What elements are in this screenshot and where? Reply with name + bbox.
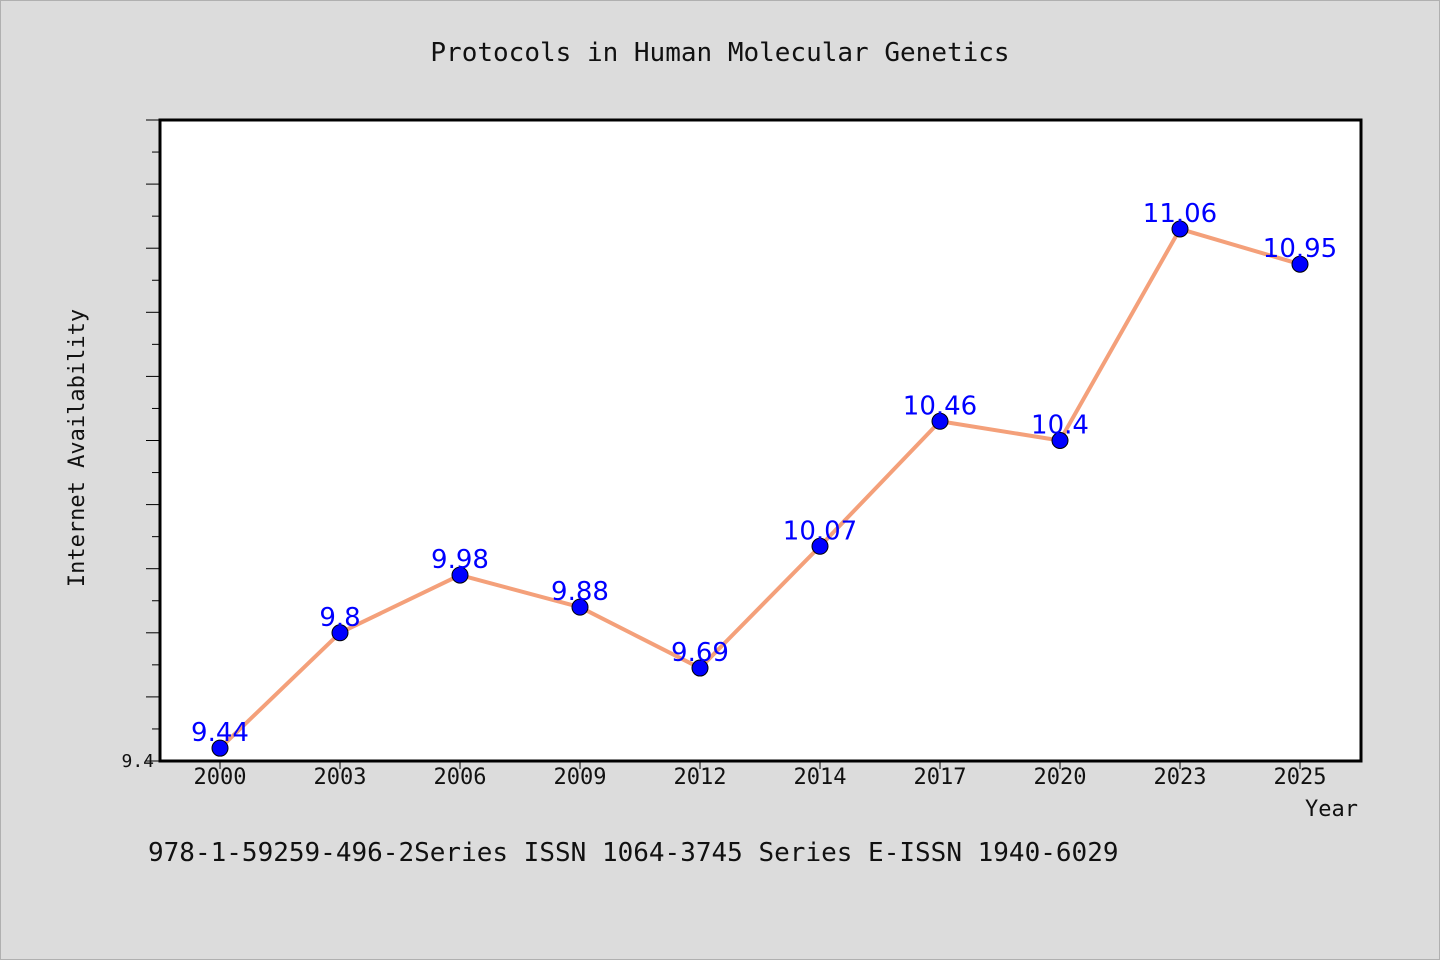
data-label: 10.07 — [783, 516, 857, 546]
data-point-marker — [1171, 220, 1189, 238]
data-point-marker — [1291, 255, 1309, 273]
x-tick-label: 2000 — [194, 765, 247, 790]
x-tick-label: 2014 — [794, 765, 847, 790]
chart-title: Protocols in Human Molecular Genetics — [430, 38, 1009, 68]
data-label: 11.06 — [1143, 199, 1217, 229]
x-tick-label: 2023 — [1154, 765, 1207, 790]
series-markers-group — [211, 220, 1309, 757]
x-axis-label: Year — [1305, 797, 1358, 822]
series-line — [218, 226, 1301, 750]
x-tick-label: 2020 — [1034, 765, 1087, 790]
data-label: 10.46 — [903, 391, 977, 421]
plot-area — [158, 118, 1363, 763]
x-tick-label: 2017 — [914, 765, 967, 790]
y-tick-label: 9.4 — [121, 751, 154, 772]
data-label: 10.4 — [1031, 411, 1089, 441]
data-label: 9.8 — [319, 603, 360, 633]
x-tick-label: 2012 — [674, 765, 727, 790]
data-point-marker — [691, 659, 709, 677]
data-point-marker — [451, 566, 469, 584]
series-line-group — [218, 226, 1301, 750]
data-point-marker — [571, 598, 589, 616]
data-labels-group: 9.44 9.8 9.98 9.88 9.69 10.07 10.46 10.4 11.06 10… — [191, 199, 1337, 748]
x-axis-ticks: 2000 2003 2006 2009 2012 2014 2017 2020 2023 2025 — [194, 761, 1327, 790]
x-tick-label: 2003 — [314, 765, 367, 790]
data-point-marker — [331, 624, 349, 642]
data-label: 9.98 — [431, 545, 489, 575]
data-label: 9.69 — [671, 638, 729, 668]
y-axis-label: Internet Availability — [65, 309, 90, 587]
data-point-marker — [811, 537, 829, 555]
footer-isbn-text: 978-1-59259-496-2Series ISSN 1064-3745 S… — [148, 838, 1119, 868]
data-label: 9.88 — [551, 577, 609, 607]
data-point-marker — [1051, 432, 1069, 449]
x-tick-label: 2025 — [1274, 765, 1327, 790]
data-label: 9.44 — [191, 718, 249, 748]
data-label: 10.95 — [1263, 234, 1337, 264]
y-axis-ticks: 9.4 — [121, 119, 160, 772]
data-point-marker — [211, 739, 229, 757]
x-tick-label: 2009 — [554, 765, 607, 790]
data-point-marker — [931, 412, 949, 430]
x-tick-label: 2006 — [434, 765, 487, 790]
